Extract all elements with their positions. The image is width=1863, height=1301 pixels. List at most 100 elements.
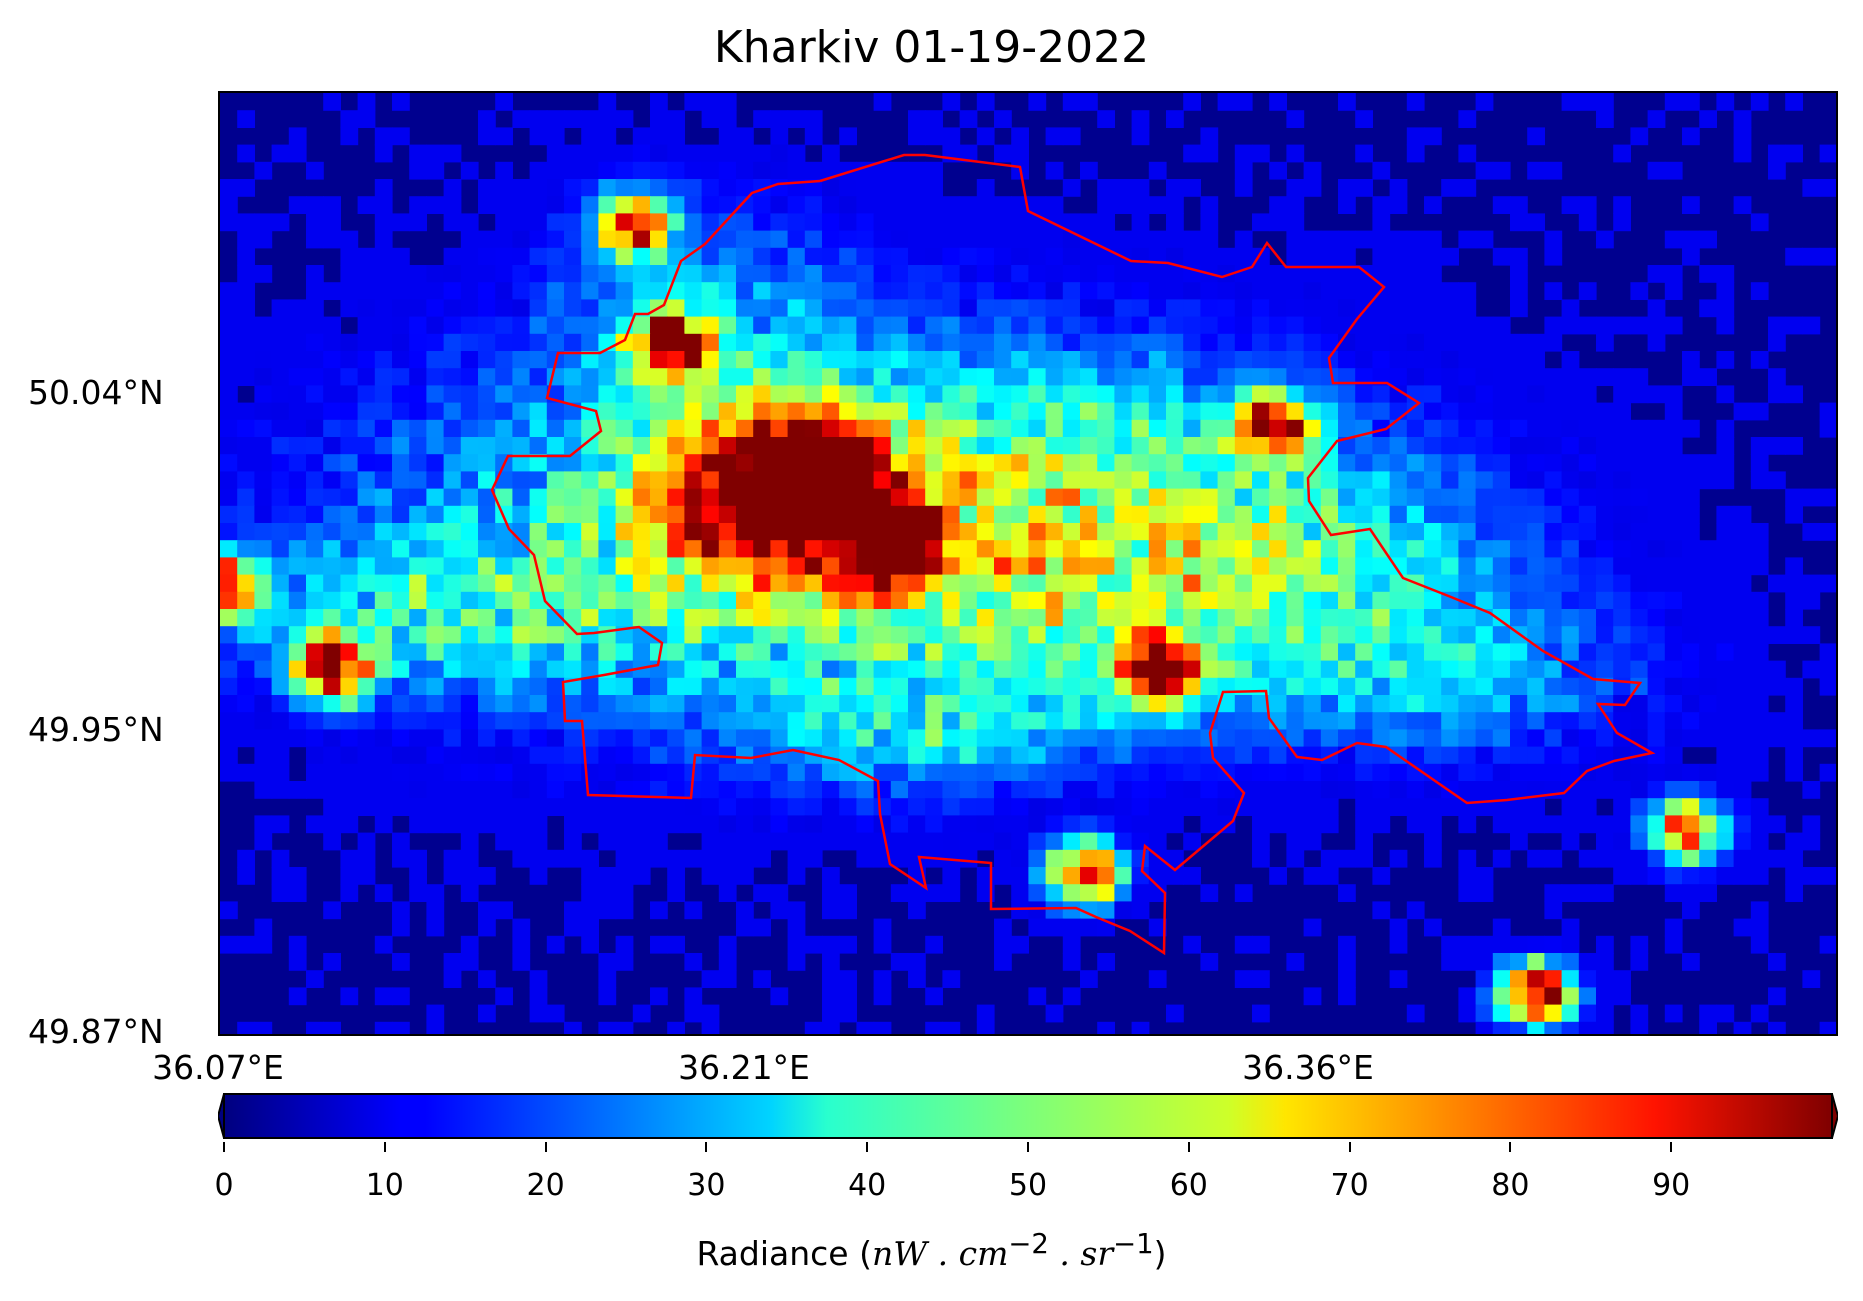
radiance-cell	[357, 712, 376, 730]
radiance-cell	[1475, 93, 1494, 111]
radiance-cell	[1114, 746, 1133, 765]
radiance-cell	[1011, 695, 1029, 713]
radiance-cell	[1028, 763, 1047, 782]
radiance-cell	[271, 351, 290, 369]
radiance-cell	[478, 282, 496, 300]
radiance-cell	[753, 419, 771, 438]
radiance-cell	[581, 712, 599, 730]
radiance-cell	[976, 815, 995, 834]
radiance-cell	[1544, 746, 1563, 765]
radiance-cell	[1062, 849, 1081, 868]
radiance-cell	[994, 488, 1012, 507]
radiance-cell	[1647, 316, 1666, 335]
radiance-cell	[994, 798, 1012, 816]
radiance-cell	[1596, 402, 1614, 421]
radiance-cell	[650, 626, 668, 644]
radiance-cell	[1750, 1004, 1769, 1023]
radiance-cell	[1148, 849, 1167, 868]
radiance-cell	[1510, 299, 1528, 318]
radiance-cell	[650, 729, 668, 748]
radiance-cell	[598, 695, 617, 713]
radiance-cell	[1234, 523, 1253, 541]
radiance-cell	[340, 454, 359, 472]
radiance-cell	[959, 316, 978, 335]
radiance-cell	[409, 540, 427, 558]
radiance-cell	[409, 574, 427, 593]
radiance-cell	[495, 643, 513, 662]
radiance-cell	[581, 299, 599, 318]
radiance-cell	[1097, 179, 1115, 197]
radiance-cell	[1699, 677, 1717, 696]
radiance-cell	[839, 127, 857, 146]
radiance-cell	[787, 849, 806, 868]
radiance-cell	[1510, 832, 1528, 851]
colorbar-label-unit-1: nW . cm	[871, 1234, 1009, 1273]
radiance-cell	[1269, 265, 1287, 283]
radiance-cell	[994, 591, 1012, 610]
radiance-cell	[1372, 815, 1391, 834]
radiance-cell	[908, 127, 926, 146]
radiance-cell	[856, 832, 875, 851]
radiance-cell	[1613, 368, 1631, 386]
radiance-cell	[1424, 918, 1442, 937]
radiance-cell	[942, 454, 961, 472]
radiance-cell	[1028, 832, 1047, 851]
radiance-cell	[1097, 557, 1115, 576]
radiance-cell	[1510, 591, 1528, 610]
radiance-cell	[804, 471, 823, 490]
radiance-cell	[890, 574, 909, 593]
radiance-cell	[908, 953, 926, 971]
radiance-cell	[959, 247, 978, 266]
radiance-cell	[1647, 815, 1666, 834]
radiance-cell	[667, 781, 685, 799]
radiance-cell	[736, 265, 754, 283]
radiance-cell	[1768, 144, 1786, 163]
colorbar-tick-label: 80	[1491, 1168, 1530, 1203]
radiance-cell	[426, 609, 445, 627]
radiance-cell	[753, 970, 771, 988]
radiance-cell	[822, 591, 840, 610]
radiance-cell	[873, 540, 892, 558]
radiance-cell	[1750, 815, 1769, 834]
radiance-cell	[1183, 540, 1201, 558]
radiance-cell	[374, 316, 393, 335]
radiance-cell	[254, 161, 273, 180]
radiance-cell	[1148, 729, 1167, 748]
radiance-cell	[822, 626, 840, 644]
radiance-cell	[873, 316, 892, 335]
radiance-cell	[1269, 282, 1287, 300]
radiance-cell	[925, 987, 943, 1006]
radiance-cell	[976, 781, 995, 799]
radiance-cell	[1475, 230, 1494, 249]
radiance-cell	[839, 213, 857, 232]
radiance-cell	[426, 419, 445, 438]
radiance-cell	[340, 557, 359, 576]
radiance-cell	[1355, 677, 1373, 696]
radiance-cell	[701, 626, 720, 644]
radiance-cell	[546, 609, 565, 627]
radiance-cell	[1045, 712, 1064, 730]
radiance-cell	[564, 746, 582, 765]
radiance-cell	[1475, 557, 1494, 576]
radiance-cell	[357, 557, 376, 576]
radiance-cell	[632, 557, 651, 576]
radiance-cell	[1733, 695, 1752, 713]
radiance-cell	[1148, 488, 1167, 507]
radiance-cell	[822, 867, 840, 885]
radiance-cell	[581, 763, 599, 782]
radiance-cell	[1114, 763, 1133, 782]
radiance-cell	[1613, 815, 1631, 834]
radiance-cell	[1252, 316, 1270, 335]
radiance-cell	[392, 781, 410, 799]
radiance-cell	[512, 557, 531, 576]
radiance-cell	[1114, 626, 1133, 644]
radiance-cell	[615, 729, 634, 748]
radiance-cell	[787, 591, 806, 610]
radiance-cell	[942, 660, 961, 679]
radiance-cell	[736, 299, 754, 318]
radiance-cell	[1733, 815, 1752, 834]
radiance-cell	[1286, 763, 1305, 782]
radiance-cell	[409, 368, 427, 386]
radiance-cell	[632, 591, 651, 610]
radiance-cell	[753, 437, 771, 455]
